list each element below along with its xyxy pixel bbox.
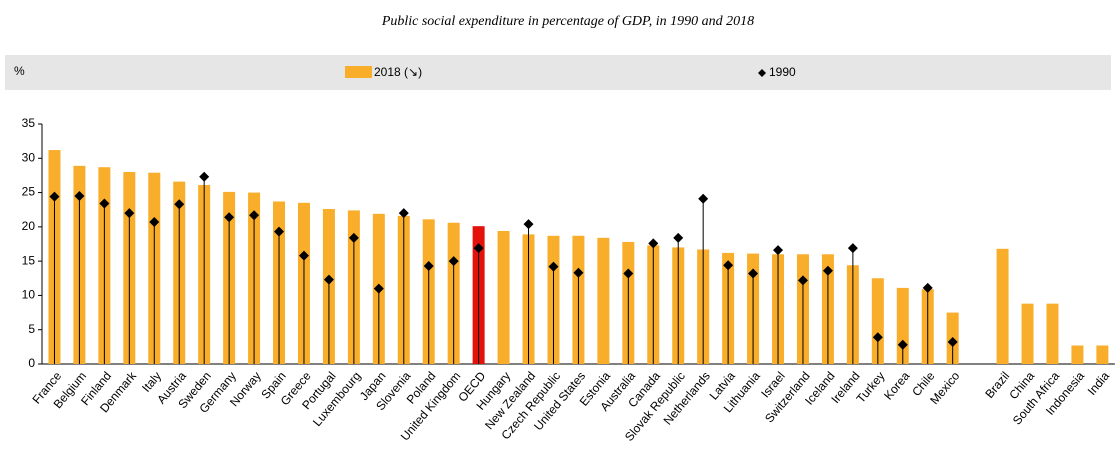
marker <box>548 261 559 272</box>
marker <box>49 191 60 202</box>
y-tick-label: 0 <box>28 356 35 370</box>
y-tick-label: 5 <box>28 322 35 336</box>
marker <box>623 268 634 279</box>
marker <box>224 212 235 223</box>
marker <box>323 274 334 285</box>
marker <box>448 256 459 267</box>
bar <box>497 230 510 364</box>
bar <box>597 237 610 364</box>
marker <box>897 339 908 350</box>
chart-title: Public social expenditure in percentage … <box>381 14 754 29</box>
bar <box>871 278 884 364</box>
bar <box>1071 345 1084 364</box>
marker <box>373 283 384 294</box>
y-tick-label: 30 <box>22 150 36 164</box>
marker <box>423 260 434 271</box>
legend-swatch <box>345 66 372 78</box>
legend-label: 1990 <box>769 65 796 79</box>
marker <box>473 243 484 254</box>
marker <box>847 243 858 254</box>
marker <box>872 332 883 343</box>
bar <box>1021 303 1034 364</box>
x-tick-label: Brazil <box>982 369 1012 401</box>
marker <box>922 282 933 293</box>
marker <box>298 250 309 261</box>
marker <box>573 267 584 278</box>
marker <box>174 199 185 210</box>
y-tick-label: 25 <box>22 185 36 199</box>
x-tick-label: Turkey <box>854 369 888 406</box>
y-axis-label: % <box>14 64 25 78</box>
y-tick-label: 20 <box>22 219 36 233</box>
marker <box>99 198 110 209</box>
y-tick-label: 35 <box>22 116 36 130</box>
marker <box>74 191 85 201</box>
marker <box>698 193 709 204</box>
marker <box>348 232 359 243</box>
y-tick-label: 15 <box>22 253 36 267</box>
marker <box>822 265 833 276</box>
marker <box>199 171 210 182</box>
marker <box>673 232 684 243</box>
marker <box>723 260 734 271</box>
bar <box>1096 345 1109 364</box>
marker <box>124 208 135 219</box>
marker <box>947 337 958 348</box>
x-tick-label: India <box>1085 369 1113 398</box>
marker <box>523 219 534 230</box>
marker <box>748 268 759 279</box>
bar <box>1046 303 1059 364</box>
y-tick-label: 10 <box>22 288 36 302</box>
marker <box>274 226 285 237</box>
marker <box>648 238 659 249</box>
marker <box>398 208 409 219</box>
marker <box>773 245 784 256</box>
legend-label: 2018 (↘) <box>374 65 422 79</box>
marker <box>249 210 260 221</box>
marker <box>149 217 160 228</box>
legend-marker <box>758 69 766 77</box>
legend-band <box>5 55 1111 90</box>
marker <box>797 275 808 286</box>
bar <box>996 248 1009 364</box>
x-tick-label: Korea <box>881 369 913 403</box>
